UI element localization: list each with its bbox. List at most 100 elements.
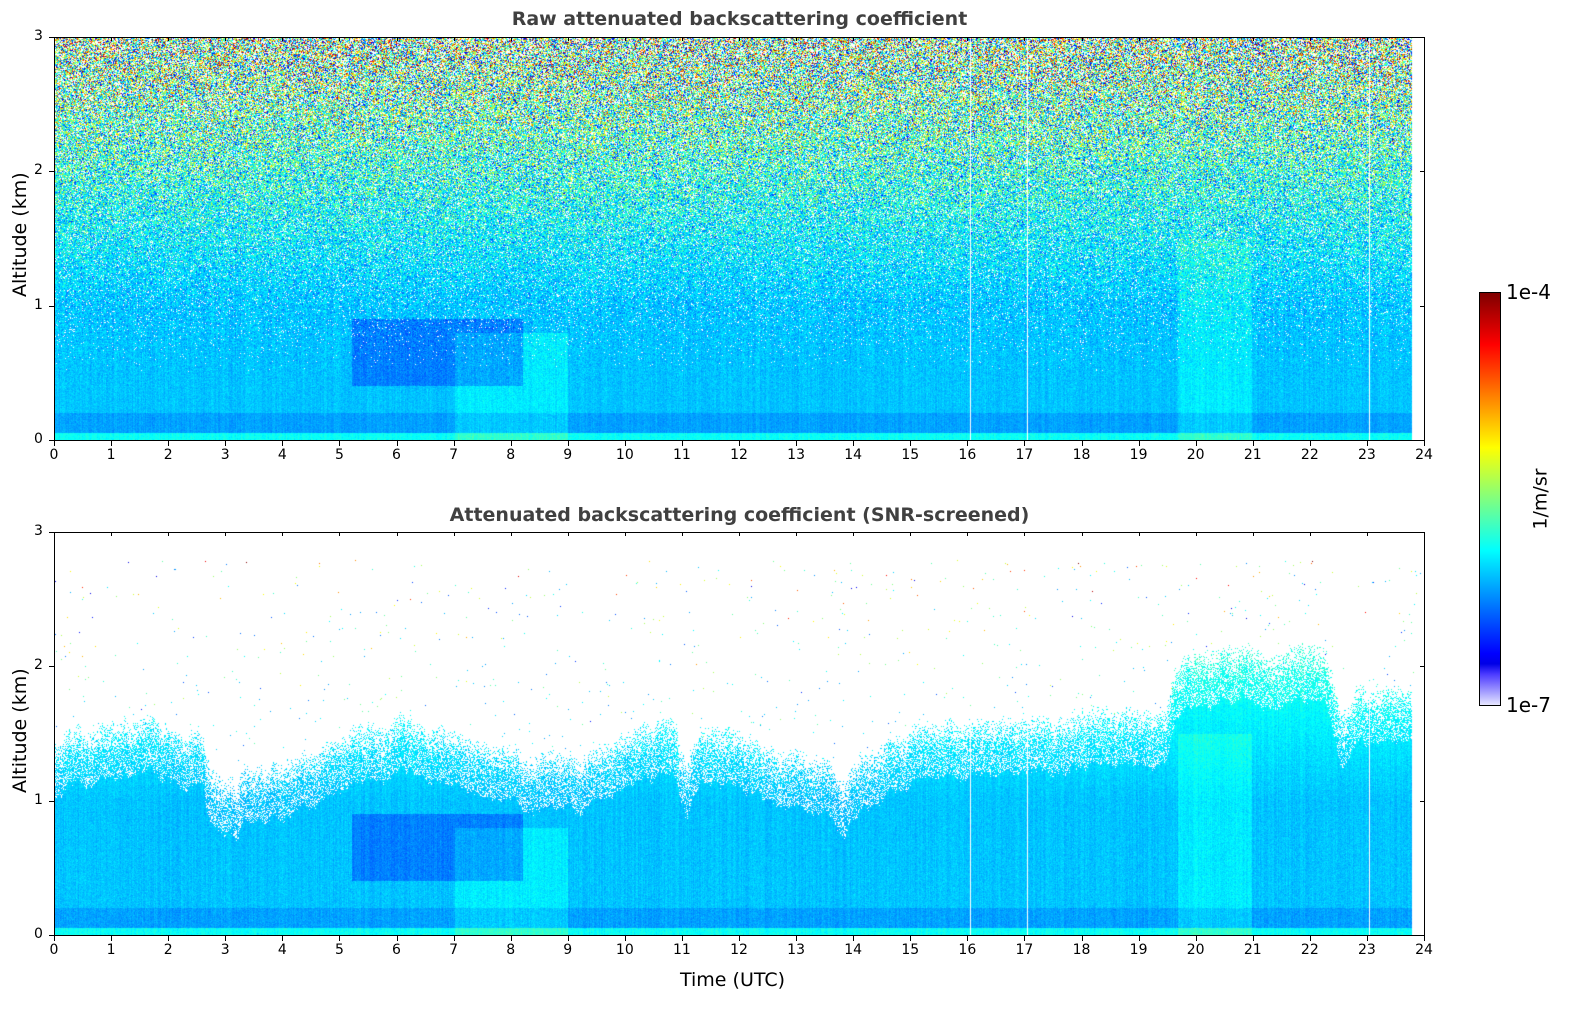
x-tick <box>624 441 626 446</box>
y-tick-right <box>1420 37 1425 38</box>
x-tick <box>54 441 55 446</box>
x-tick-label: 9 <box>563 447 573 463</box>
x-tick-label: 8 <box>506 447 516 463</box>
x-tick <box>1366 441 1368 446</box>
y-tick <box>49 935 54 936</box>
x-tick <box>1138 441 1140 446</box>
x-tick-top <box>1195 37 1197 41</box>
y-tick-label: 1 <box>34 791 43 808</box>
x-tick-label: 13 <box>787 447 805 463</box>
x-tick-label: 16 <box>958 942 977 958</box>
y-tick-label: 0 <box>34 926 43 942</box>
x-tick <box>1024 936 1026 941</box>
x-tick-label: 9 <box>563 942 573 958</box>
x-tick-label: 20 <box>1186 447 1205 463</box>
x-tick-label: 14 <box>844 447 863 463</box>
x-tick-top <box>396 37 398 41</box>
x-tick-top <box>54 532 55 536</box>
x-tick <box>624 936 626 941</box>
colorbar-label: 1/m/sr <box>1529 468 1552 530</box>
x-tick <box>168 441 170 446</box>
x-tick <box>282 441 284 446</box>
x-tick <box>510 936 512 941</box>
x-tick-top <box>1366 532 1368 536</box>
x-tick <box>739 441 740 446</box>
y-tick-right <box>1420 935 1425 936</box>
x-tick-top <box>510 37 512 41</box>
x-tick-top <box>282 532 284 536</box>
y-tick <box>49 666 54 668</box>
x-tick <box>1424 936 1425 941</box>
x-tick-top <box>282 37 284 41</box>
x-tick-top <box>853 37 855 41</box>
x-tick-top <box>111 37 113 41</box>
x-tick-top <box>1309 37 1311 41</box>
x-tick-label: 10 <box>615 942 634 958</box>
x-tick <box>1424 441 1425 446</box>
x-tick <box>453 936 455 941</box>
x-tick-top <box>1081 37 1083 41</box>
x-tick-label: 2 <box>163 942 173 958</box>
x-tick-label: 1 <box>106 447 116 463</box>
x-tick-top <box>1309 532 1311 536</box>
x-tick-top <box>453 532 455 536</box>
x-tick-top <box>510 532 512 536</box>
x-tick-label: 11 <box>672 447 691 463</box>
x-tick <box>967 936 969 941</box>
x-tick-label: 24 <box>1415 447 1433 463</box>
x-tick-top <box>739 37 740 41</box>
x-tick-label: 11 <box>672 942 691 958</box>
y-tick-label: 3 <box>34 523 43 539</box>
y-tick-right <box>1420 532 1425 533</box>
x-tick-label: 2 <box>163 447 173 463</box>
bottom-heatmap <box>55 533 1424 935</box>
x-tick-label: 4 <box>277 942 287 958</box>
x-tick <box>282 936 284 941</box>
x-tick-top <box>225 532 227 536</box>
colorbar-max-label: 1e-4 <box>1506 280 1551 304</box>
x-tick-top <box>624 37 626 41</box>
x-tick-label: 15 <box>901 447 920 463</box>
x-tick-top <box>1138 532 1140 536</box>
x-tick-label: 21 <box>1243 942 1262 958</box>
x-tick-label: 6 <box>392 447 401 463</box>
top-heatmap-plot <box>54 37 1425 441</box>
x-tick <box>681 936 683 941</box>
x-tick-label: 23 <box>1357 447 1376 463</box>
x-tick <box>853 936 855 941</box>
x-tick-top <box>168 37 170 41</box>
y-tick-right <box>1420 666 1425 668</box>
x-tick-top <box>967 532 969 536</box>
x-tick-top <box>1024 532 1026 536</box>
x-tick-top <box>681 37 683 41</box>
x-tick <box>1252 441 1254 446</box>
y-tick <box>49 800 54 802</box>
x-tick-top <box>339 37 341 41</box>
x-tick-top <box>681 532 683 536</box>
x-tick <box>1195 936 1197 941</box>
x-tick-top <box>1138 37 1140 41</box>
x-tick-top <box>567 37 569 41</box>
y-tick-label: 0 <box>34 431 43 447</box>
x-tick-top <box>225 37 227 41</box>
x-tick <box>681 441 683 446</box>
x-tick-top <box>168 532 170 536</box>
x-tick-top <box>1424 532 1425 536</box>
y-tick <box>49 532 54 533</box>
colorbar <box>1479 292 1501 706</box>
x-tick-top <box>396 532 398 536</box>
x-tick <box>567 936 569 941</box>
x-tick-label: 17 <box>1015 942 1034 958</box>
x-tick-label: 19 <box>1129 447 1148 463</box>
x-tick-label: 5 <box>334 942 344 958</box>
x-tick <box>111 936 113 941</box>
x-tick <box>796 441 798 446</box>
y-tick-right <box>1420 305 1425 307</box>
x-tick-label: 17 <box>1015 447 1034 463</box>
x-tick-label: 4 <box>277 447 287 463</box>
x-tick <box>1081 936 1083 941</box>
x-tick-top <box>1366 37 1368 41</box>
x-tick-top <box>339 532 341 536</box>
x-tick <box>453 441 455 446</box>
x-tick-top <box>624 532 626 536</box>
